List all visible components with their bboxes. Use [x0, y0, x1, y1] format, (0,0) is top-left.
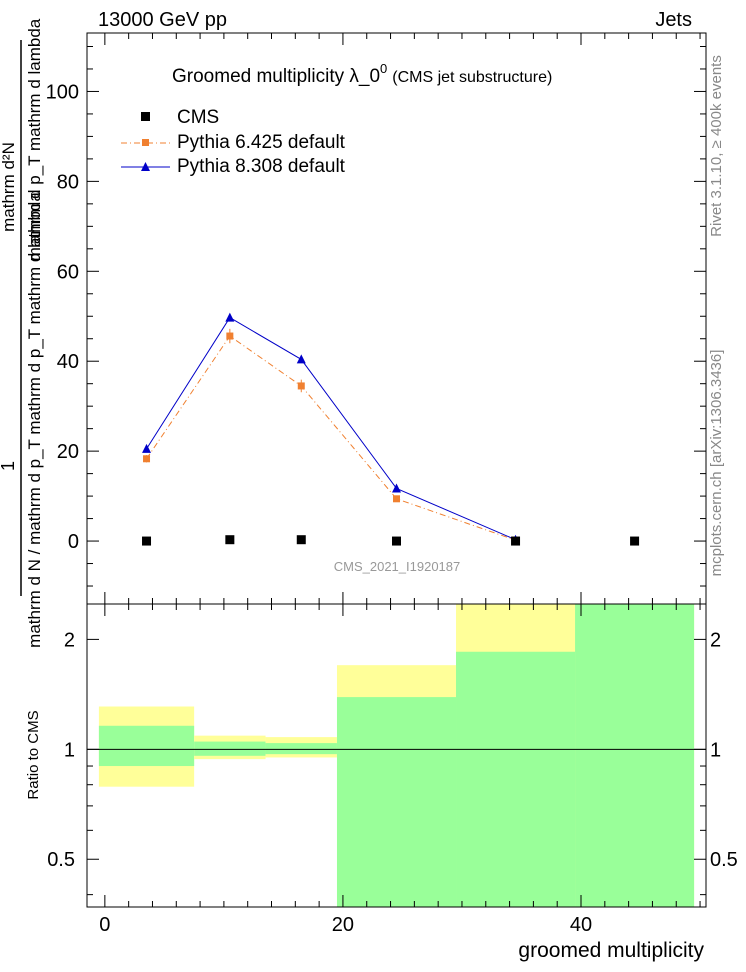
legend: CMS Pythia 6.425 default Pythia 8.308 de…: [121, 107, 346, 177]
series-line-pythia6: [146, 335, 516, 541]
upper-y-axis-title: mathrm d²N mathrm d p_T mathrm d lambda …: [0, 18, 44, 648]
analysis-watermark: CMS_2021_I1920187: [334, 559, 461, 574]
x-tick-label: 20: [332, 914, 354, 936]
cms-point: [142, 536, 152, 546]
upper-y-tick-label: 20: [57, 441, 79, 463]
legend-label-cms: CMS: [177, 107, 219, 128]
pythia8-point: [392, 483, 401, 493]
ratio-y-tick-label: 0.5: [47, 849, 75, 871]
ratio-y-tick-label: 2: [64, 629, 75, 651]
mcplots-note: mcplots.cern.ch [arXiv:1306.3436]: [708, 350, 725, 577]
pythia8-point: [225, 312, 235, 322]
legend-marker-pythia8: [141, 162, 150, 171]
header-left: 13000 GeV pp: [98, 9, 227, 31]
cms-point: [296, 535, 306, 545]
ratio-plot: 0.5 0.51 12 20 20 40: [47, 603, 738, 936]
legend-label-pythia8: Pythia 8.308 default: [177, 156, 346, 177]
x-tick-label: 40: [570, 914, 592, 936]
pythia6-point: [393, 495, 400, 503]
cms-point: [225, 535, 235, 545]
cms-point: [392, 536, 401, 546]
legend-marker-pythia6: [142, 139, 149, 146]
ratio-plot-frame: [86, 603, 707, 908]
plot-title-main: Groomed multiplicity λ_00 (CMS jet substr…: [172, 61, 552, 87]
ratio-y-axis-title: Ratio to CMS: [25, 710, 42, 799]
pythia8-point: [142, 443, 152, 453]
upper-plot: 0 20 40 60 80 100: [46, 32, 707, 605]
pythia8-point: [296, 354, 306, 364]
upper-y-tick-label: 80: [57, 171, 79, 193]
rivet-note: Rivet 3.1.10, ≥ 400k events: [708, 55, 725, 237]
ratio-band-green: [98, 725, 195, 767]
ratio-y-tick-label: 1: [64, 739, 75, 761]
plot-title: Groomed multiplicity λ_00 (CMS jet substr…: [172, 61, 552, 87]
ratio-band-green: [575, 604, 695, 907]
plot-title-main-text: Groomed multiplicity λ_0: [172, 66, 380, 87]
pythia6-point: [226, 332, 234, 340]
upper-y-tick-label: 0: [68, 531, 79, 553]
series-line-pythia8: [146, 316, 516, 541]
pythia6-point: [143, 455, 151, 463]
upper-y-tick-label: 40: [57, 351, 79, 373]
pythia6-point: [297, 382, 305, 390]
cms-point: [511, 536, 521, 546]
ratio-y-tick-label-right: 1: [710, 739, 721, 761]
ratio-band-green: [194, 741, 266, 756]
plot-title-suffix: (CMS jet substructure): [392, 69, 552, 86]
ylabel-denominator: mathrm d N / mathrm d p_T mathrm d p_T m…: [25, 192, 44, 648]
cms-point: [630, 536, 640, 546]
x-tick-label: 0: [99, 914, 110, 936]
upper-y-tick-label: 60: [57, 261, 79, 283]
legend-label-pythia6: Pythia 6.425 default: [177, 132, 346, 153]
ratio-y-tick-label-right: 0.5: [710, 849, 738, 871]
ratio-band-green: [456, 651, 576, 907]
ratio-band-green: [336, 697, 457, 907]
plot-title-sup: 0: [380, 61, 387, 76]
ylabel-top-denominator: mathrm d p_T mathrm d lambda: [25, 18, 44, 261]
legend-marker-cms: [141, 112, 150, 121]
ratio-y-tick-label-right: 2: [710, 629, 721, 651]
ylabel-top: mathrm d²N: [0, 142, 18, 232]
header-right: Jets: [655, 9, 692, 31]
ylabel-numerator: 1: [0, 461, 18, 471]
upper-y-tick-label: 100: [46, 81, 79, 103]
x-axis-title: groomed multiplicity: [518, 939, 704, 962]
ratio-band-green: [265, 743, 337, 755]
